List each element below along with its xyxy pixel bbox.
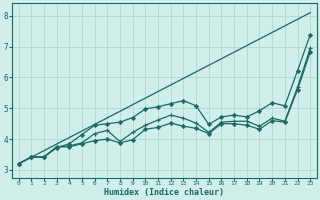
X-axis label: Humidex (Indice chaleur): Humidex (Indice chaleur) bbox=[104, 188, 224, 197]
